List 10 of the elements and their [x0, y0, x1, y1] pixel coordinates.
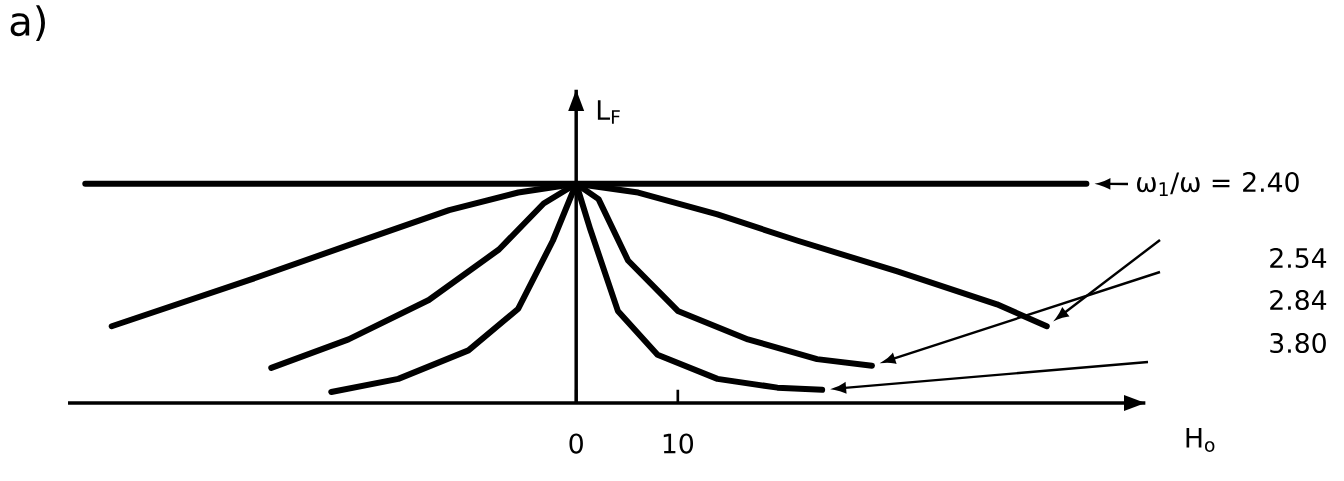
text: 3.80: [1270, 332, 1326, 354]
text: 2.54: [1270, 247, 1327, 269]
text: 2.84: [1270, 289, 1327, 311]
x-axis-title: H$_{o}$: [1186, 428, 1215, 452]
text: 2.40: [1243, 172, 1299, 193]
legend-title: ω$_{1}$/ω =: [1137, 172, 1230, 196]
y-axis-title: L$_{F}$: [597, 100, 620, 124]
x-tick-label: 0: [569, 433, 583, 454]
text: a): [10, 5, 45, 41]
x-tick-label: 10: [663, 433, 694, 454]
